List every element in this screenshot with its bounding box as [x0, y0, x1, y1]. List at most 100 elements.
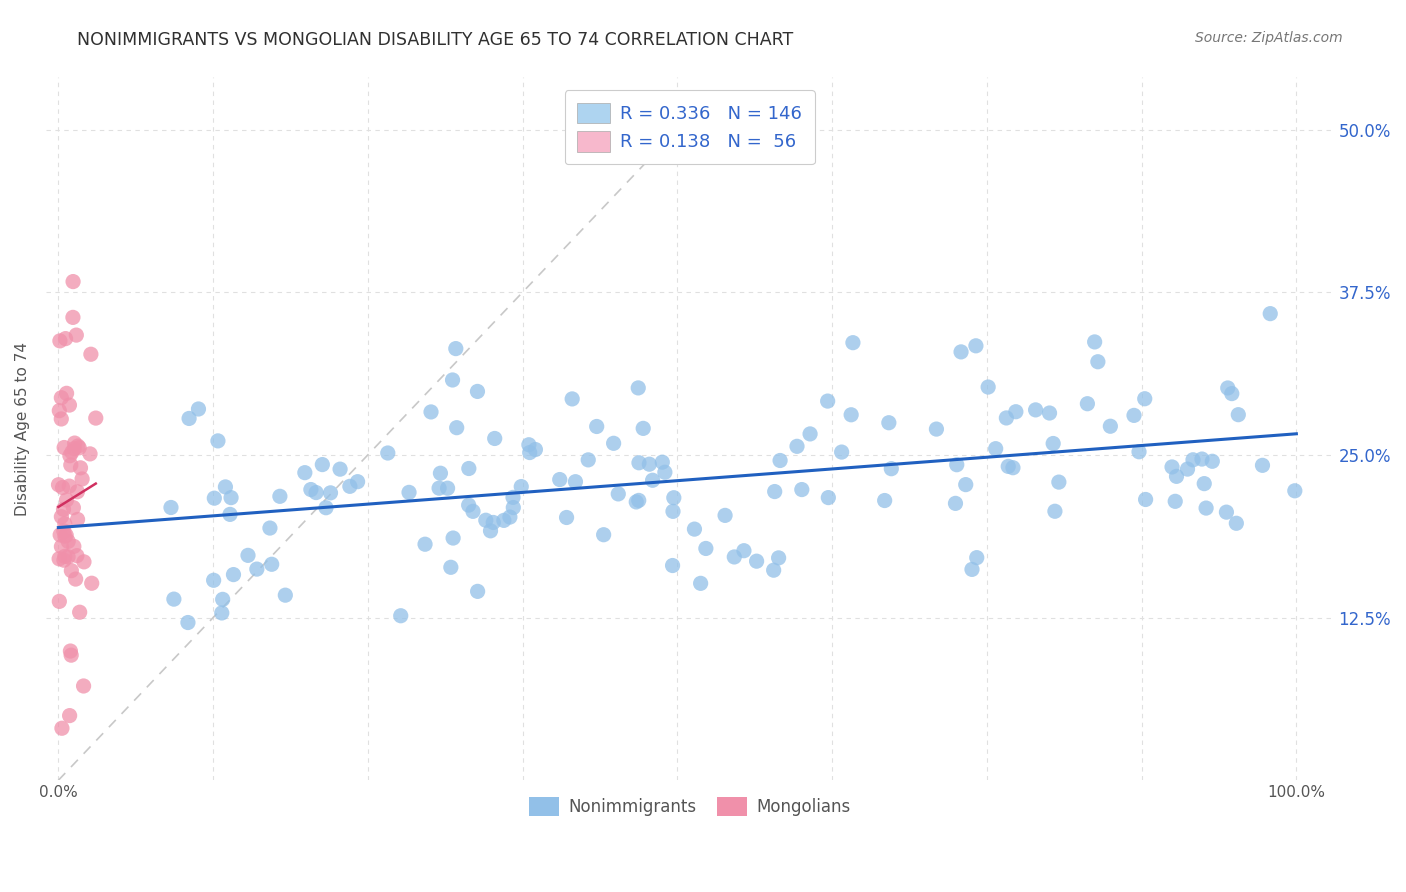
- Point: [160, 500, 183, 515]
- Point: [592, 527, 614, 541]
- Point: [555, 510, 578, 524]
- Point: [436, 481, 458, 495]
- Point: [329, 462, 352, 476]
- Point: [965, 339, 987, 353]
- Point: [762, 563, 785, 577]
- Point: [274, 588, 297, 602]
- Point: [80, 347, 103, 361]
- Point: [51, 509, 73, 524]
- Point: [1005, 405, 1028, 419]
- Point: [561, 392, 583, 406]
- Point: [627, 493, 650, 508]
- Point: [1025, 403, 1047, 417]
- Point: [319, 486, 342, 500]
- Point: [484, 432, 506, 446]
- Point: [55, 493, 77, 508]
- Point: [219, 491, 242, 505]
- Point: [842, 335, 865, 350]
- Point: [441, 373, 464, 387]
- Point: [69, 460, 91, 475]
- Point: [1038, 406, 1060, 420]
- Point: [62, 310, 84, 325]
- Point: [585, 419, 607, 434]
- Point: [1133, 392, 1156, 406]
- Point: [524, 442, 547, 457]
- Point: [510, 480, 533, 494]
- Point: [67, 441, 90, 455]
- Point: [467, 384, 489, 399]
- Point: [945, 458, 967, 472]
- Point: [49, 334, 72, 348]
- Point: [163, 592, 186, 607]
- Point: [440, 560, 463, 574]
- Point: [222, 567, 245, 582]
- Point: [786, 439, 808, 453]
- Point: [768, 550, 790, 565]
- Point: [817, 394, 839, 409]
- Point: [51, 481, 73, 495]
- Point: [1201, 454, 1223, 468]
- Point: [1043, 504, 1066, 518]
- Y-axis label: Disability Age 65 to 74: Disability Age 65 to 74: [15, 342, 30, 516]
- Point: [53, 516, 76, 531]
- Point: [339, 479, 361, 493]
- Point: [457, 498, 479, 512]
- Point: [294, 466, 316, 480]
- Point: [214, 480, 236, 494]
- Point: [66, 512, 89, 526]
- Point: [1135, 492, 1157, 507]
- Point: [873, 493, 896, 508]
- Point: [1258, 307, 1281, 321]
- Point: [689, 576, 711, 591]
- Point: [945, 496, 967, 510]
- Point: [202, 491, 225, 505]
- Point: [960, 562, 983, 576]
- Point: [1084, 334, 1107, 349]
- Point: [377, 446, 399, 460]
- Point: [745, 554, 768, 568]
- Point: [48, 594, 70, 608]
- Point: [1191, 452, 1213, 467]
- Point: [839, 408, 862, 422]
- Point: [519, 445, 541, 459]
- Point: [499, 510, 522, 524]
- Point: [492, 513, 515, 527]
- Point: [1215, 505, 1237, 519]
- Point: [211, 592, 233, 607]
- Point: [53, 529, 76, 543]
- Point: [62, 500, 84, 515]
- Point: [1047, 475, 1070, 489]
- Point: [1161, 460, 1184, 475]
- Point: [654, 465, 676, 479]
- Point: [79, 447, 101, 461]
- Point: [626, 495, 648, 509]
- Point: [299, 483, 322, 497]
- Point: [877, 416, 900, 430]
- Point: [219, 508, 242, 522]
- Point: [66, 549, 89, 563]
- Point: [714, 508, 737, 523]
- Point: [817, 491, 839, 505]
- Point: [60, 648, 83, 662]
- Point: [441, 531, 464, 545]
- Point: [59, 644, 82, 658]
- Point: [58, 398, 80, 412]
- Point: [482, 516, 505, 530]
- Point: [66, 439, 89, 453]
- Point: [398, 485, 420, 500]
- Point: [58, 479, 80, 493]
- Point: [70, 472, 93, 486]
- Point: [53, 441, 76, 455]
- Point: [1128, 444, 1150, 458]
- Point: [446, 420, 468, 434]
- Point: [60, 445, 83, 459]
- Text: NONIMMIGRANTS VS MONGOLIAN DISABILITY AGE 65 TO 74 CORRELATION CHART: NONIMMIGRANTS VS MONGOLIAN DISABILITY AG…: [77, 31, 793, 49]
- Point: [52, 502, 75, 516]
- Point: [177, 411, 200, 425]
- Point: [56, 534, 79, 549]
- Point: [236, 549, 259, 563]
- Point: [429, 467, 451, 481]
- Point: [1166, 469, 1188, 483]
- Point: [246, 562, 269, 576]
- Point: [984, 442, 1007, 456]
